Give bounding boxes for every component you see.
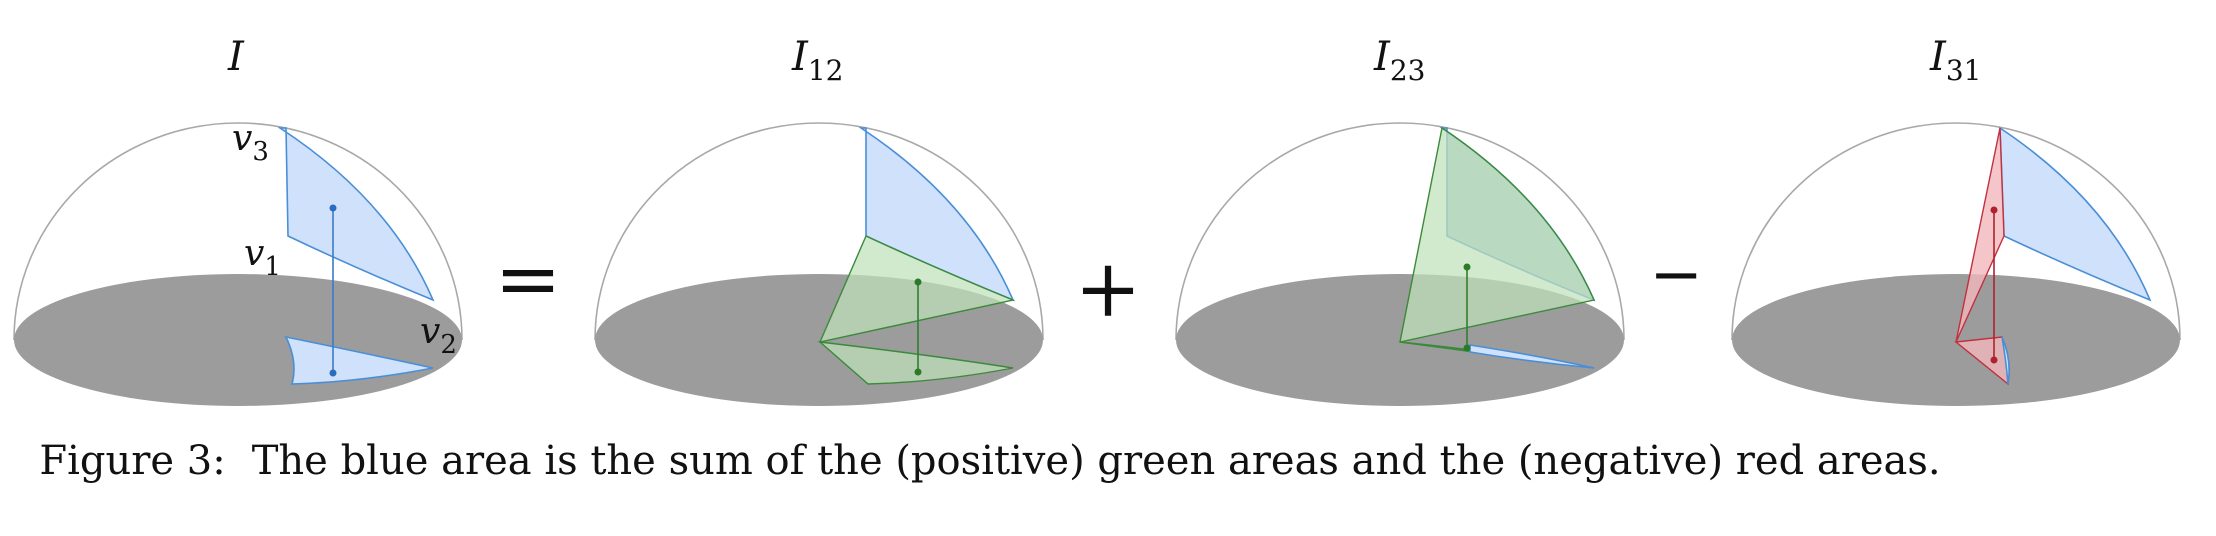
panel-label-I: I (227, 34, 245, 80)
caption-text: The blue area is the sum of the (positiv… (251, 438, 1941, 484)
panel-I23: I23 (1175, 34, 1625, 406)
panel-label-I23: I23 (1373, 34, 1425, 87)
centroid-dot-bottom (914, 368, 922, 376)
green-triangle-upper (1399, 126, 1595, 343)
figure-caption: Figure 3: The blue area is the sum of the… (0, 438, 1980, 484)
blue-triangle-lower (284, 335, 434, 385)
blue-triangle-upper (1999, 126, 2152, 302)
vertex-label-v3: v3 (232, 118, 269, 167)
panel-label-I31: I31 (1929, 34, 1981, 87)
blue-sliver-lower (2001, 336, 2010, 385)
hemisphere-outline (1175, 122, 1625, 341)
operator-equals: = (494, 232, 561, 325)
red-triangle-upper (1955, 127, 2005, 343)
vertex-label-v1: v1 (244, 233, 281, 282)
centroid-dot-bottom (329, 369, 337, 377)
centroid-dot-top (914, 278, 922, 286)
caption-tag: Figure 3: (39, 438, 226, 484)
centroid-dot-top (329, 204, 337, 212)
operator-minus: − (1649, 238, 1703, 312)
base-disk (14, 274, 462, 406)
centroid-dot-bottom (1990, 356, 1998, 364)
centroid-dot-bottom (1463, 344, 1471, 352)
green-triangle-upper (818, 235, 1016, 343)
hemisphere-outline (594, 122, 1044, 341)
blue-triangle-upper (277, 127, 435, 302)
centroid-dot-top (1990, 206, 1998, 214)
centroid-dot-top (1463, 263, 1471, 271)
panel-I12: I12 (594, 34, 1044, 406)
panel-label-I12: I12 (791, 34, 843, 87)
operator-plus: + (1074, 242, 1141, 335)
hemisphere-outline (1731, 122, 2181, 341)
panel-I: I v3 v1 v2 (13, 34, 463, 406)
blue-sliver-lower (1469, 344, 1595, 369)
hemisphere-outline (13, 122, 463, 341)
green-triangle-lower (817, 341, 1014, 385)
panel-I31: I31 (1731, 34, 2181, 406)
vertex-label-v2: v2 (420, 311, 457, 360)
